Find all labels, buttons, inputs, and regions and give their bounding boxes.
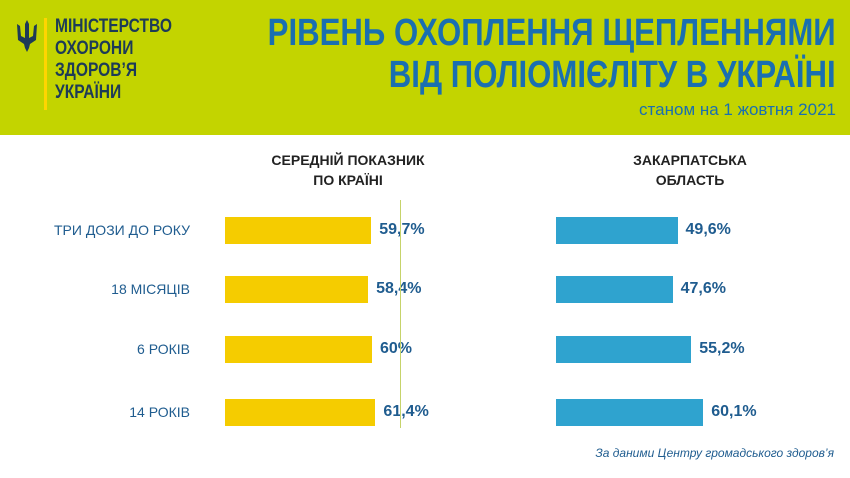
- page-title: РІВЕНЬ ОХОПЛЕННЯ ЩЕПЛЕННЯМИ ВІД ПОЛІОМІЄ…: [268, 12, 836, 96]
- value-label: 49,6%: [685, 221, 731, 238]
- ministry-name: МІНІСТЕРСТВО ОХОРОНИ ЗДОРОВ’Я УКРАЇНИ: [55, 16, 173, 103]
- category-label: ТРИ ДОЗИ ДО РОКУ: [53, 222, 190, 238]
- national-column-title: СЕРЕДНІЙ ПОКАЗНИК ПО КРАЇНІ: [271, 152, 425, 188]
- region-column-title: ЗАКАРПАТСЬКА ОБЛАСТЬ: [633, 152, 747, 188]
- value-label: 55,2%: [699, 340, 745, 357]
- date-subtitle: станом на 1 жовтня 2021: [639, 100, 836, 119]
- title-line-2: ВІД ПОЛІОМІЄЛІТУ В УКРАЇНІ: [389, 54, 836, 96]
- title-line-1: РІВЕНЬ ОХОПЛЕННЯ ЩЕПЛЕННЯМИ: [268, 12, 836, 54]
- value-label: 60,1%: [711, 403, 757, 420]
- category-label: 14 РОКІВ: [129, 404, 190, 420]
- national-bar: [225, 336, 372, 363]
- column-separator: [400, 200, 401, 428]
- header-banner: МІНІСТЕРСТВО ОХОРОНИ ЗДОРОВ’Я УКРАЇНИ РІ…: [0, 0, 850, 135]
- value-label: 59,7%: [379, 221, 425, 238]
- data-source-note: За даними Центру громадського здоров’я: [595, 446, 834, 460]
- region-bar: [556, 399, 704, 426]
- value-label: 61,4%: [383, 403, 429, 420]
- value-label: 47,6%: [680, 280, 726, 297]
- category-label: 18 МІСЯЦІВ: [111, 281, 190, 297]
- value-label: 60%: [380, 340, 413, 357]
- national-bar: [225, 276, 369, 303]
- emblem-divider-bar: [44, 18, 47, 110]
- national-bar: [225, 399, 376, 426]
- region-bar: [556, 336, 692, 363]
- region-bar: [556, 276, 673, 303]
- value-label: 58,4%: [376, 280, 422, 297]
- category-label: 6 РОКІВ: [137, 341, 190, 357]
- national-bar: [225, 217, 372, 244]
- trident-emblem-icon: [17, 20, 37, 52]
- region-bar: [556, 217, 678, 244]
